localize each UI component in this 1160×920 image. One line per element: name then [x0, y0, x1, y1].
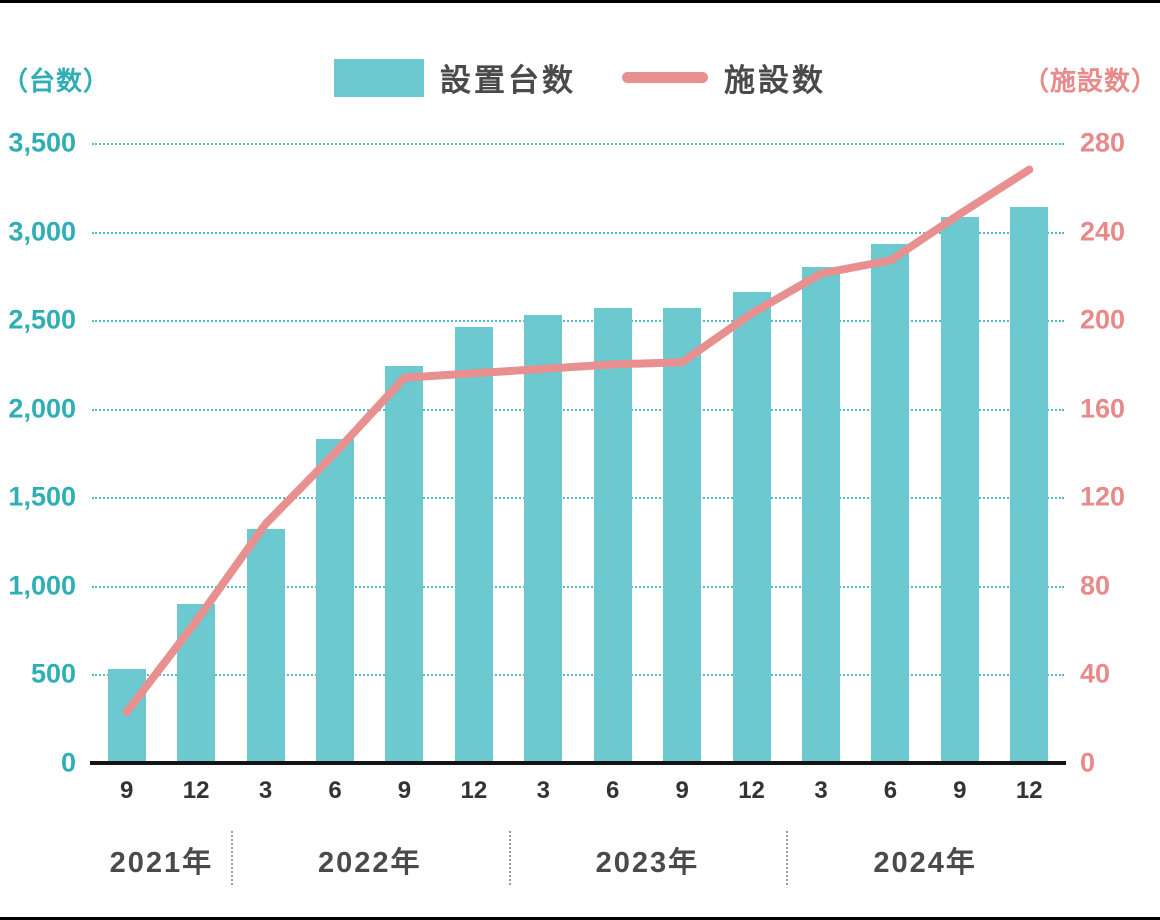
bar [871, 243, 910, 763]
left-axis-title: （台数） [2, 66, 111, 96]
gridline [92, 143, 1064, 145]
year-label: 2023年 [595, 847, 700, 879]
plot-area: 0 0 500 40 1,000 80 1,500 120 2,000 160 2,500 200 3,… [8, 128, 1125, 885]
left-axis-tick: 2,000 [8, 393, 76, 424]
bar [177, 603, 216, 763]
bar [940, 217, 979, 763]
bar [246, 529, 285, 763]
left-axis-tick: 2,500 [8, 304, 76, 335]
year-separator [508, 831, 511, 885]
bar [732, 291, 771, 763]
legend-item-facilities: 施設数 [622, 55, 826, 100]
month-label: 12 [1015, 777, 1043, 804]
gridline [92, 320, 1064, 323]
month-label: 3 [258, 777, 273, 804]
bar [385, 366, 424, 763]
right-axis-tick: 120 [1080, 481, 1126, 512]
year-label: 2024年 [873, 847, 977, 879]
bar [593, 307, 632, 763]
bar [454, 327, 493, 763]
month-label: 9 [397, 777, 412, 804]
gridline [92, 674, 1064, 677]
left-axis-tick: 3,500 [8, 127, 76, 158]
legend: 設置台数 施設数 [0, 55, 1160, 100]
month-label: 6 [883, 777, 898, 804]
right-axis-tick: 280 [1080, 127, 1126, 158]
x-axis-baseline [90, 761, 1066, 765]
month-label: 6 [606, 777, 620, 804]
bar [802, 267, 840, 763]
month-label: 9 [120, 777, 134, 804]
left-axis-tick: 1,500 [8, 481, 76, 512]
gridline [92, 231, 1064, 234]
left-axis-tick: 3,000 [8, 216, 76, 247]
right-axis-tick: 200 [1080, 304, 1126, 335]
bar [107, 669, 146, 763]
left-axis-tick: 0 [60, 747, 76, 778]
left-axis-tick: 500 [30, 658, 76, 689]
bar [524, 314, 563, 763]
month-label: 9 [953, 777, 967, 804]
month-label: 6 [328, 777, 342, 804]
line-series-swatch [622, 72, 708, 83]
gridline [92, 585, 1064, 588]
right-axis-tick: 0 [1080, 747, 1096, 778]
month-label: 12 [460, 777, 488, 804]
year-separator [786, 831, 789, 885]
legend-label-facilities: 施設数 [724, 63, 826, 98]
right-axis-tick: 160 [1080, 393, 1126, 424]
month-label: 3 [536, 777, 550, 804]
right-axis-tick: 80 [1080, 570, 1111, 601]
right-axis-title: （施設数） [1022, 66, 1158, 96]
bar [316, 438, 354, 763]
month-label: 12 [738, 777, 765, 804]
legend-label-units: 設置台数 [440, 63, 576, 98]
bar [663, 307, 702, 763]
gridline [92, 408, 1064, 411]
month-label: 12 [182, 777, 210, 804]
right-axis-tick: 240 [1080, 216, 1126, 247]
bar [1010, 206, 1049, 763]
right-axis-tick: 40 [1080, 658, 1111, 689]
bar-series-swatch [334, 58, 424, 97]
facilities-line-layer [122, 165, 1034, 717]
year-label: 2021年 [109, 847, 214, 879]
year-label: 2022年 [317, 847, 422, 879]
month-label: 9 [675, 777, 689, 804]
month-label: 3 [814, 777, 828, 804]
legend-item-units: 設置台数 [334, 55, 576, 100]
gridline [92, 497, 1064, 500]
year-separator [230, 831, 233, 885]
left-axis-tick: 1,000 [8, 570, 76, 601]
